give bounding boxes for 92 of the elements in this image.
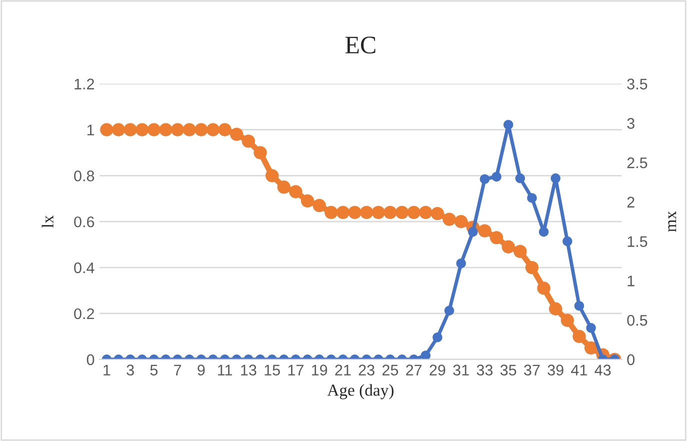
y-tick-label: 0 <box>86 354 94 366</box>
x-tick-label: 25 <box>382 364 398 376</box>
x-axis-title: Age (day) <box>327 384 394 400</box>
point <box>560 314 574 327</box>
point <box>265 169 279 182</box>
x-tick-label: 21 <box>335 364 351 376</box>
y-tick-label: 0.2 <box>74 308 94 320</box>
y2-tick-label: 0 <box>627 354 634 366</box>
point <box>348 206 362 220</box>
y2-tick-label: 1 <box>628 276 634 286</box>
point <box>218 123 232 136</box>
y2-tick-label: 3.5 <box>627 78 648 90</box>
point <box>360 206 374 220</box>
x-tick-label: 9 <box>198 364 205 376</box>
point <box>100 123 114 136</box>
point <box>538 226 549 237</box>
x-tick-label: 43 <box>594 364 611 376</box>
point <box>336 206 350 220</box>
x-tick-label: 41 <box>571 364 587 376</box>
x-tick-label: 15 <box>264 364 280 376</box>
point <box>289 185 302 198</box>
point <box>572 330 586 344</box>
point <box>147 123 161 136</box>
point <box>514 244 527 258</box>
x-tick-label: 33 <box>476 364 493 376</box>
point <box>537 282 550 295</box>
point <box>525 260 539 274</box>
x-tick-label: 27 <box>406 364 422 376</box>
point <box>527 193 537 203</box>
point <box>480 174 490 184</box>
x-tick-label: 35 <box>500 364 516 376</box>
y2-tick-label: 2.5 <box>627 157 648 168</box>
point <box>478 224 492 238</box>
y-tick-label: 1.2 <box>74 78 94 90</box>
x-tick-label: 31 <box>453 364 469 376</box>
y2-tick-label: 1.5 <box>628 236 648 247</box>
point <box>254 146 267 160</box>
point <box>372 206 385 220</box>
point <box>419 206 432 220</box>
y-tick-label: 1 <box>87 124 94 136</box>
point <box>277 180 290 194</box>
point <box>159 123 172 136</box>
point <box>407 206 420 220</box>
x-tick-label: 1 <box>104 364 110 376</box>
x-tick-label: 29 <box>430 364 446 376</box>
point <box>468 226 478 237</box>
point <box>182 123 196 136</box>
point <box>492 172 502 182</box>
point <box>300 194 314 208</box>
point <box>324 206 338 220</box>
y2-tick-label: 0.5 <box>627 314 648 326</box>
point <box>395 206 409 220</box>
point <box>442 212 456 226</box>
x-tick-label: 11 <box>218 364 232 376</box>
chart-title: EC <box>345 36 376 54</box>
x-tick-label: 13 <box>241 364 256 376</box>
point <box>206 123 220 136</box>
x-tick-label: 37 <box>524 364 540 376</box>
point <box>430 206 444 220</box>
point <box>515 173 526 184</box>
x-tick-label: 3 <box>126 364 134 376</box>
y-axis-title: lx <box>42 215 54 228</box>
x-tick-label: 5 <box>150 364 158 376</box>
y-tick-label: 0.6 <box>74 216 94 228</box>
point <box>230 128 244 141</box>
point <box>490 231 504 244</box>
point <box>384 206 397 220</box>
point <box>502 240 515 254</box>
point <box>136 123 149 136</box>
point <box>456 258 466 268</box>
point <box>503 120 514 130</box>
y2-tick-label: 3 <box>627 118 634 129</box>
point <box>584 341 598 355</box>
point <box>312 198 326 212</box>
point <box>550 173 560 184</box>
point <box>112 123 126 136</box>
y2-axis-title: mx <box>668 211 676 232</box>
point <box>454 215 468 228</box>
y-tick-label: 0.8 <box>74 170 94 182</box>
point <box>170 123 184 136</box>
x-tick-label: 39 <box>548 364 564 376</box>
point <box>548 302 562 316</box>
x-tick-label: 23 <box>358 364 374 376</box>
point <box>194 123 208 136</box>
point <box>242 134 256 148</box>
y-tick-label: 0.4 <box>74 262 94 274</box>
x-tick-label: 19 <box>312 364 328 376</box>
point <box>124 123 137 136</box>
x-tick-label: 7 <box>174 364 182 376</box>
point <box>562 236 572 246</box>
y2-tick-label: 2 <box>627 196 634 208</box>
x-tick-label: 17 <box>288 364 304 376</box>
